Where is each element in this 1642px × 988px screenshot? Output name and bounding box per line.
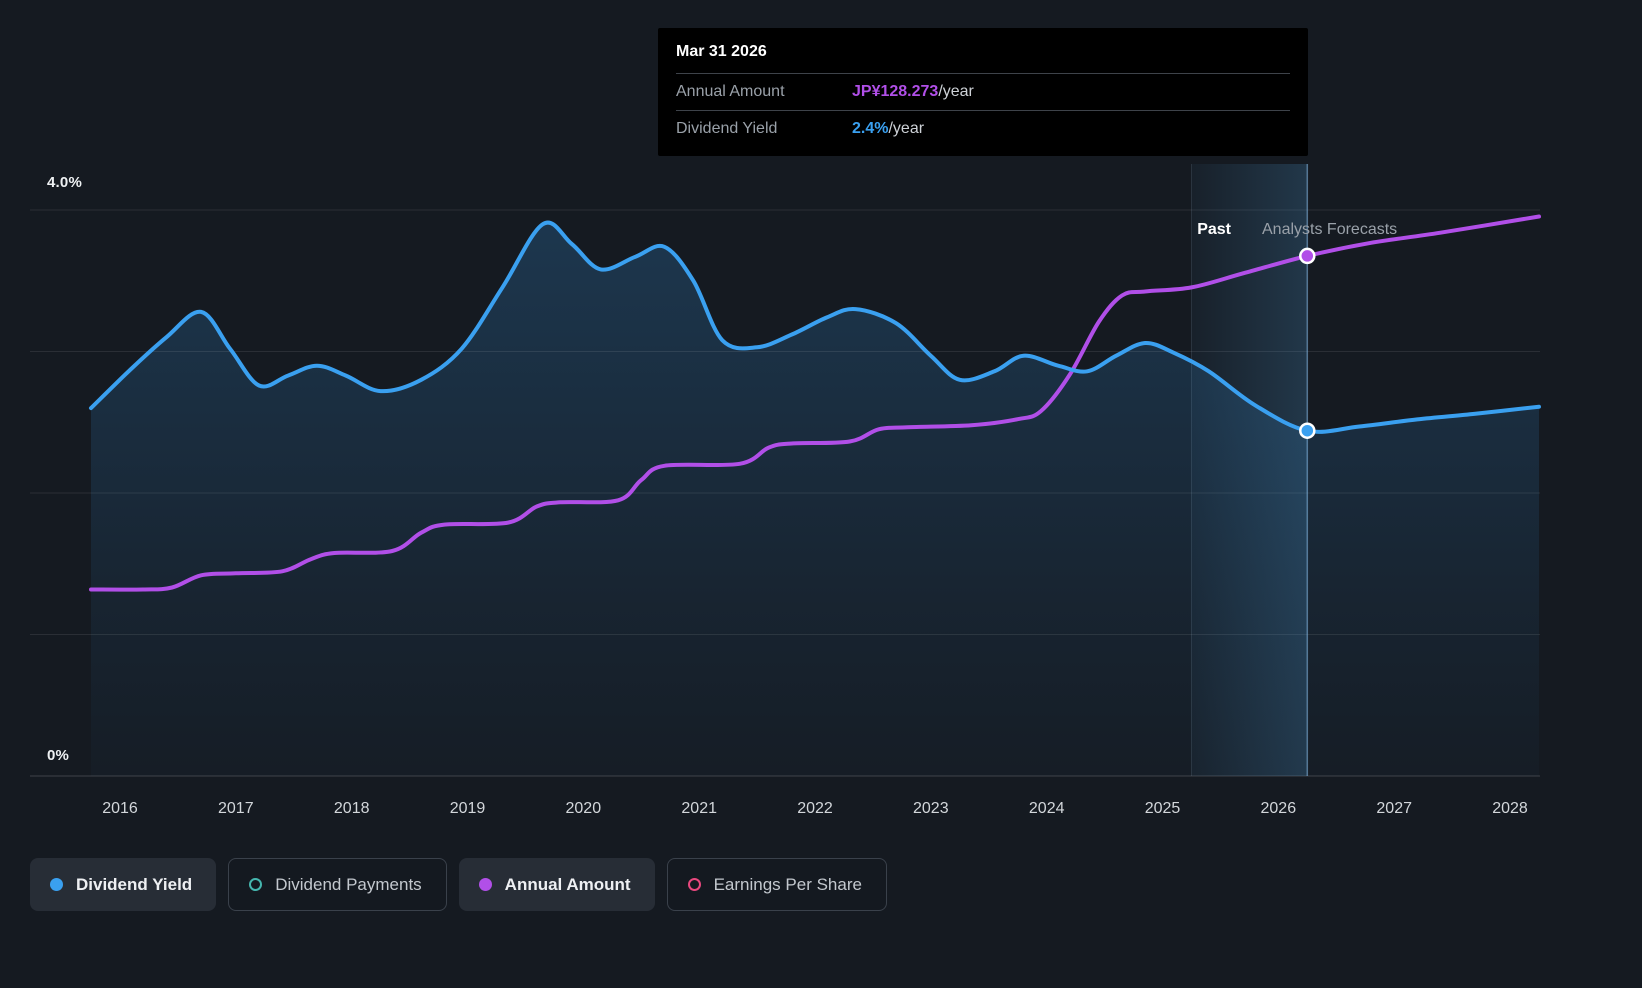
legend-label-earnings-per-share: Earnings Per Share [713, 874, 862, 894]
tooltip-value-annual-amount: JP¥128.273 [852, 83, 939, 100]
legend-dot-annual-amount [478, 878, 492, 891]
y-axis-label-bottom: 0% [47, 747, 70, 764]
x-axis-label-2021: 2021 [681, 800, 717, 817]
legend-item-dividend-payments[interactable]: Dividend Payments [228, 858, 447, 911]
x-axis-label-2018: 2018 [334, 800, 370, 817]
x-axis-label-2020: 2020 [566, 800, 602, 817]
legend: Dividend Yield Dividend Payments Annual Am… [30, 858, 887, 911]
legend-dot-dividend-yield [50, 878, 63, 891]
x-axis-label-2019: 2019 [450, 800, 486, 817]
dividend-yield-area [91, 222, 1539, 776]
x-axis-label-2023: 2023 [913, 800, 949, 817]
legend-item-annual-amount[interactable]: Annual Amount [458, 858, 655, 911]
dividend-yield-line [89, 220, 1541, 434]
tooltip-label-annual-amount: Annual Amount [676, 83, 785, 100]
dividend-yield-marker[interactable] [1299, 422, 1316, 439]
legend-label-dividend-payments: Dividend Payments [275, 874, 422, 894]
dividend-chart: 2016 2017 2018 2019 2020 2021 2022 2023 2024 2025… [30, 164, 1541, 817]
tooltip-suffix-dividend-yield: /year [888, 120, 925, 137]
legend-dot-dividend-payments [249, 878, 263, 891]
legend-label-annual-amount: Annual Amount [504, 874, 631, 894]
tooltip-suffix-annual-amount: /year [938, 83, 974, 100]
legend-dot-earnings-per-share [687, 878, 701, 891]
x-axis-label-2025: 2025 [1145, 800, 1181, 817]
chart-tooltip: Mar 31 2026 Annual Amount JP¥128.273/yea… [658, 28, 1308, 156]
legend-item-dividend-yield[interactable]: Dividend Yield [30, 858, 217, 911]
annual-amount-line [89, 214, 1541, 592]
tooltip-row-dividend-yield: Dividend Yield 2.4%/year [676, 110, 1290, 147]
x-axis-label-2022: 2022 [797, 800, 833, 817]
tooltip-value-dividend-yield: 2.4% [852, 120, 889, 137]
tooltip-row-annual-amount: Annual Amount JP¥128.273/year [676, 73, 1290, 110]
x-axis-label-2028: 2028 [1492, 800, 1528, 817]
tooltip-label-dividend-yield: Dividend Yield [676, 120, 778, 137]
x-axis-label-2027: 2027 [1376, 800, 1412, 817]
forecast-band [1191, 164, 1308, 776]
x-axis-label-2026: 2026 [1261, 800, 1297, 817]
forecast-label: Analysts Forecasts [1262, 221, 1398, 238]
annual-amount-marker[interactable] [1299, 247, 1316, 265]
y-axis-label-top: 4.0% [47, 174, 82, 191]
x-axis-label-2017: 2017 [218, 800, 254, 817]
past-label: Past [1197, 221, 1231, 238]
tooltip-date: Mar 31 2026 [676, 43, 767, 60]
x-axis-label-2016: 2016 [102, 800, 138, 817]
legend-label-dividend-yield: Dividend Yield [76, 874, 193, 894]
legend-item-earnings-per-share[interactable]: Earnings Per Share [666, 858, 887, 911]
x-axis-label-2024: 2024 [1029, 800, 1065, 817]
